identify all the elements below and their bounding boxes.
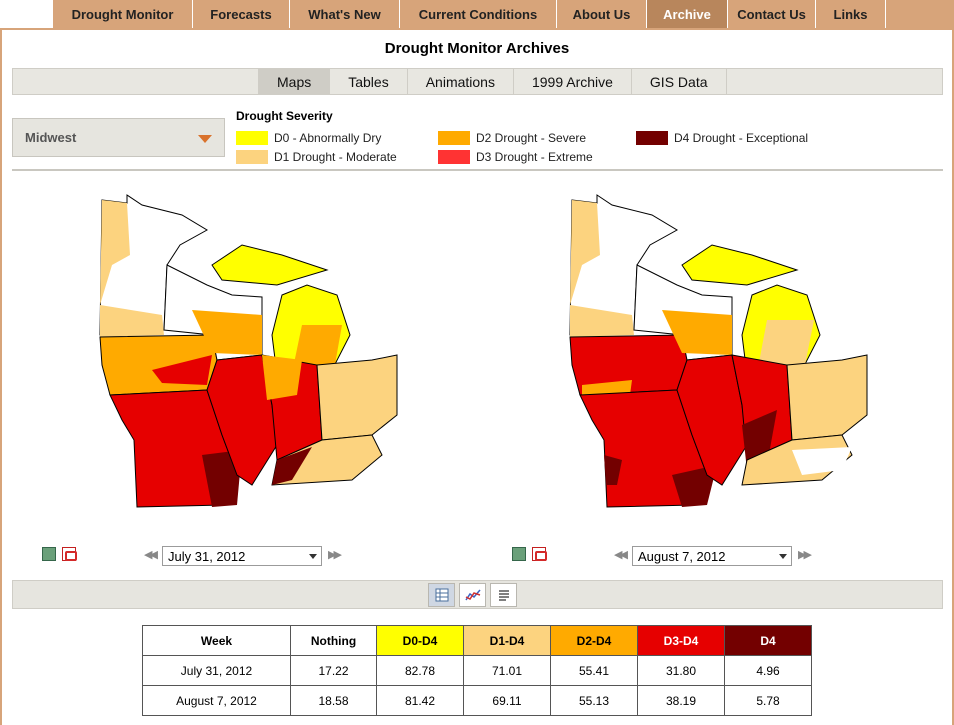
page-title: Drought Monitor Archives (384, 40, 570, 57)
legend-swatch-d4 (636, 131, 668, 145)
nav-item-links[interactable]: Links (816, 0, 886, 28)
chevron-down-icon (309, 554, 317, 559)
cell-d0-d4: 82.78 (376, 655, 464, 686)
map-region-shapes (569, 194, 868, 508)
midwest-map (99, 194, 398, 508)
region-select[interactable]: Midwest (12, 118, 225, 157)
pdf-icon[interactable] (62, 547, 77, 561)
nav-item-archive[interactable]: Archive (647, 0, 728, 28)
tab-1999-archive[interactable]: 1999 Archive (514, 69, 632, 94)
legend-swatch-d3 (438, 150, 470, 164)
header-d0-d4: D0-D4 (376, 625, 464, 656)
table-icon (435, 588, 448, 602)
legend-item-d2: D2 Drought - Severe (438, 131, 586, 145)
legend-label-d0: D0 - Abnormally Dry (274, 131, 382, 145)
legend-item-d4: D4 Drought - Exceptional (636, 131, 808, 145)
header-d2-d4: D2-D4 (550, 625, 638, 656)
image-icon[interactable] (512, 547, 526, 561)
nav-item-drought-monitor[interactable]: Drought Monitor (53, 0, 193, 28)
legend-title: Drought Severity (236, 109, 333, 123)
legend-label-d2: D2 Drought - Severe (476, 131, 587, 145)
cell-d2-d4: 55.41 (550, 655, 638, 686)
nav-filler (886, 0, 954, 28)
line-chart-icon (464, 589, 481, 601)
cell-d3-d4: 31.80 (637, 655, 725, 686)
cell-d3-d4: 38.19 (637, 685, 725, 716)
nav-item-current-conditions[interactable]: Current Conditions (400, 0, 557, 28)
legend-item-d1: D1 Drought - Moderate (236, 150, 397, 164)
tab-gis-data[interactable]: GIS Data (632, 69, 727, 94)
date-select[interactable]: August 7, 2012 (632, 546, 792, 566)
map-region-shapes (99, 194, 398, 508)
pdf-icon[interactable] (532, 547, 547, 561)
cell-d1-d4: 71.01 (463, 655, 551, 686)
nav-item-forecasts[interactable]: Forecasts (193, 0, 290, 28)
header-nothing: Nothing (290, 625, 377, 656)
nav-bar: Drought Monitor Forecasts What's New Curren… (0, 0, 954, 28)
map-controls-right: ◀◀ August 7, 2012 ▶▶ (512, 545, 832, 567)
date-select-value: July 31, 2012 (168, 548, 246, 564)
chevron-down-icon (198, 135, 212, 143)
text-lines-icon (498, 590, 509, 601)
cell-d1-d4: 69.11 (463, 685, 551, 716)
header-d4: D4 (724, 625, 812, 656)
table-view-button[interactable] (428, 583, 455, 607)
right-border (952, 0, 954, 725)
cell-nothing: 17.22 (290, 655, 377, 686)
date-select[interactable]: July 31, 2012 (162, 546, 322, 566)
table-row: August 7, 2012 18.58 81.42 69.11 55.13 3… (142, 685, 812, 716)
header-d3-d4: D3-D4 (637, 625, 725, 656)
header-d1-d4: D1-D4 (463, 625, 551, 656)
legend-label-d3: D3 Drought - Extreme (476, 150, 593, 164)
header-week: Week (142, 625, 291, 656)
next-week-button[interactable]: ▶▶ (328, 549, 342, 561)
drought-map-august-7 (542, 185, 882, 530)
cell-d4: 4.96 (724, 655, 812, 686)
tab-tables[interactable]: Tables (330, 69, 408, 94)
cell-d4: 5.78 (724, 685, 812, 716)
cell-week: July 31, 2012 (142, 655, 291, 686)
legend-label-d4: D4 Drought - Exceptional (674, 131, 809, 145)
cell-d2-d4: 55.13 (550, 685, 638, 716)
sub-tab-bar: Maps Tables Animations 1999 Archive GIS … (12, 68, 943, 95)
nav-spacer (0, 0, 53, 28)
legend-swatch-d0 (236, 131, 268, 145)
previous-week-button[interactable]: ◀◀ (614, 549, 628, 561)
drought-map-july-31 (72, 185, 412, 530)
cell-week: August 7, 2012 (142, 685, 291, 716)
cell-nothing: 18.58 (290, 685, 377, 716)
divider (12, 169, 943, 171)
legend-label-d1: D1 Drought - Moderate (274, 150, 397, 164)
map-controls-left: ◀◀ July 31, 2012 ▶▶ (42, 545, 362, 567)
legend-swatch-d1 (236, 150, 268, 164)
nav-item-contact-us[interactable]: Contact Us (728, 0, 816, 28)
chart-view-button[interactable] (459, 583, 486, 607)
image-icon[interactable] (42, 547, 56, 561)
tab-maps[interactable]: Maps (258, 69, 331, 94)
next-week-button[interactable]: ▶▶ (798, 549, 812, 561)
midwest-map (569, 194, 868, 508)
table-row: July 31, 2012 17.22 82.78 71.01 55.41 31… (142, 655, 812, 686)
text-view-button[interactable] (490, 583, 517, 607)
left-border (0, 0, 2, 725)
region-select-value: Midwest (25, 130, 77, 145)
previous-week-button[interactable]: ◀◀ (144, 549, 158, 561)
drought-statistics-table: Week Nothing D0-D4 D1-D4 D2-D4 D3-D4 D4 … (142, 625, 812, 716)
legend-item-d3: D3 Drought - Extreme (438, 150, 593, 164)
nav-item-what-s-new[interactable]: What's New (290, 0, 400, 28)
nav-item-about-us[interactable]: About Us (557, 0, 647, 28)
view-toolbar (12, 580, 943, 609)
legend-swatch-d2 (438, 131, 470, 145)
legend-item-d0: D0 - Abnormally Dry (236, 131, 381, 145)
nav-edge (0, 28, 954, 30)
cell-d0-d4: 81.42 (376, 685, 464, 716)
table-header-row: Week Nothing D0-D4 D1-D4 D2-D4 D3-D4 D4 (142, 625, 812, 656)
date-select-value: August 7, 2012 (638, 548, 726, 564)
tab-animations[interactable]: Animations (408, 69, 514, 94)
top-navigation: Drought Monitor Forecasts What's New Curren… (0, 0, 954, 30)
chevron-down-icon (779, 554, 787, 559)
